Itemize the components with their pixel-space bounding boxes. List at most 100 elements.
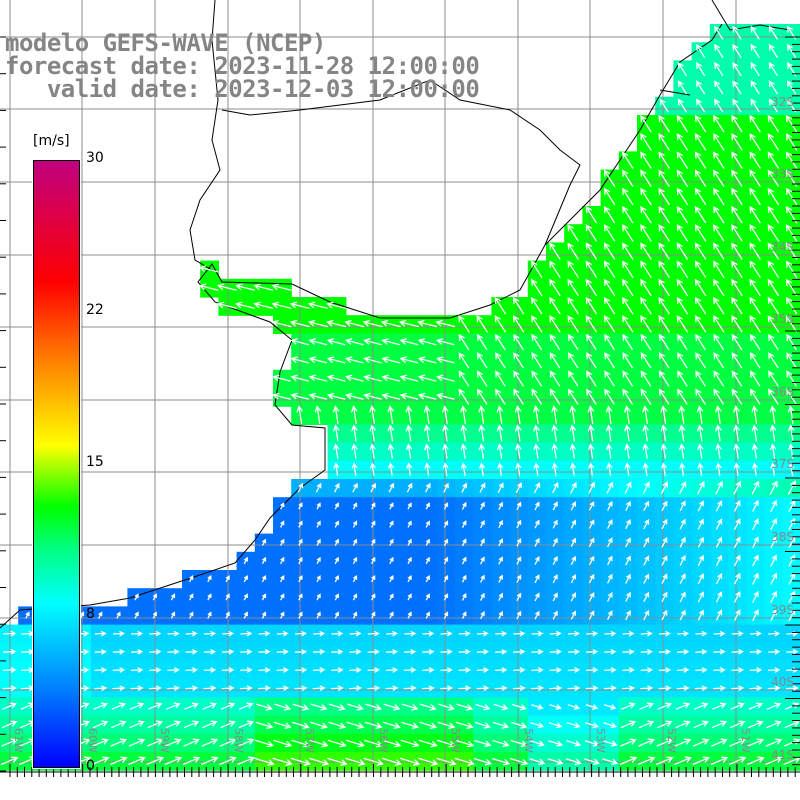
wind-arrow bbox=[423, 424, 431, 442]
wind-arrow bbox=[586, 370, 597, 387]
wind-arrow bbox=[436, 338, 455, 346]
wind-arrow bbox=[588, 592, 595, 602]
wind-arrow bbox=[458, 649, 471, 655]
wind-arrow bbox=[770, 517, 777, 531]
wind-arrow bbox=[349, 649, 362, 655]
wind-arrow bbox=[221, 685, 235, 692]
wind-arrow bbox=[533, 462, 540, 477]
wind-arrow bbox=[334, 538, 339, 546]
wind-arrow bbox=[768, 80, 779, 95]
wind-arrow bbox=[715, 443, 722, 459]
wind-arrow bbox=[235, 283, 256, 291]
wind-arrow bbox=[784, 702, 800, 710]
wind-arrow bbox=[207, 575, 212, 583]
wind-arrow bbox=[658, 630, 671, 637]
wind-arrow bbox=[185, 649, 198, 655]
wind-arrow bbox=[93, 702, 108, 710]
wind-arrow bbox=[243, 593, 248, 601]
wind-arrow bbox=[381, 356, 400, 364]
wind-arrow bbox=[694, 205, 707, 224]
wind-arrow bbox=[219, 756, 237, 766]
latitude-label: 33S bbox=[771, 167, 794, 181]
wind-arrow bbox=[603, 169, 616, 188]
wind-arrow bbox=[461, 538, 467, 547]
wind-arrow bbox=[334, 575, 339, 583]
wind-arrow bbox=[476, 315, 488, 333]
wind-arrow bbox=[495, 370, 506, 387]
wind-arrow bbox=[749, 151, 761, 169]
wind-arrow bbox=[752, 518, 759, 530]
wind-arrow bbox=[271, 283, 292, 291]
wind-arrow bbox=[149, 630, 162, 637]
wind-arrow bbox=[767, 151, 780, 169]
wind-arrow bbox=[425, 482, 431, 493]
wind-arrow bbox=[640, 388, 652, 405]
wind-arrow bbox=[603, 315, 616, 333]
wind-arrow bbox=[643, 555, 650, 566]
wind-arrow bbox=[401, 721, 419, 730]
wind-arrow bbox=[552, 537, 558, 547]
wind-arrow bbox=[769, 480, 778, 495]
wind-arrow bbox=[327, 757, 348, 766]
wind-arrow bbox=[498, 519, 503, 529]
wind-arrow bbox=[276, 685, 290, 692]
wind-arrow bbox=[622, 296, 634, 315]
wind-arrow bbox=[238, 702, 254, 710]
wind-arrow bbox=[677, 62, 688, 77]
wind-arrow bbox=[149, 649, 162, 655]
wind-arrow bbox=[770, 536, 777, 549]
wind-arrow bbox=[294, 667, 308, 673]
wind-arrow bbox=[567, 278, 579, 297]
wind-arrow bbox=[363, 757, 384, 766]
wind-arrow bbox=[261, 538, 267, 546]
wind-arrow bbox=[585, 315, 598, 333]
wind-arrow bbox=[606, 462, 613, 477]
wind-arrow bbox=[697, 480, 705, 495]
wind-arrow bbox=[640, 685, 654, 692]
wind-arrow bbox=[289, 301, 310, 310]
wind-arrow bbox=[677, 333, 688, 351]
wind-arrow bbox=[290, 338, 309, 346]
wind-arrow bbox=[292, 703, 310, 711]
wind-arrow bbox=[625, 573, 631, 584]
wind-arrow bbox=[642, 405, 649, 425]
wind-arrow bbox=[728, 756, 747, 766]
wind-arrow bbox=[638, 738, 655, 747]
wind-arrow bbox=[749, 242, 761, 260]
wind-arrow bbox=[473, 757, 492, 766]
wind-arrow bbox=[768, 630, 781, 637]
wind-arrow bbox=[131, 649, 144, 655]
wind-arrow bbox=[399, 338, 419, 346]
wind-arrow bbox=[587, 424, 595, 442]
wind-arrow bbox=[399, 757, 421, 766]
wind-arrow bbox=[294, 649, 308, 655]
wind-arrow bbox=[657, 702, 673, 710]
wind-arrow bbox=[308, 392, 328, 400]
wind-arrow bbox=[351, 424, 358, 442]
wind-arrow bbox=[643, 573, 650, 584]
wind-arrow bbox=[419, 703, 437, 711]
wind-arrow bbox=[332, 424, 340, 442]
coastline bbox=[0, 0, 791, 629]
wind-arrow bbox=[679, 554, 686, 566]
wind-arrow bbox=[569, 443, 577, 459]
wind-arrow bbox=[588, 481, 595, 494]
wind-arrow bbox=[494, 667, 508, 673]
wind-arrow bbox=[785, 260, 798, 279]
wind-arrow bbox=[440, 685, 453, 692]
wind-arrow bbox=[425, 556, 430, 565]
wind-arrow bbox=[437, 721, 456, 730]
wind-arrow bbox=[513, 649, 526, 655]
wind-arrow bbox=[770, 499, 777, 512]
wind-arrow bbox=[715, 480, 723, 495]
wind-arrow bbox=[479, 482, 486, 493]
wind-arrow bbox=[658, 133, 670, 151]
wind-arrow bbox=[749, 296, 761, 315]
wind-arrow bbox=[751, 480, 760, 495]
wind-arrow bbox=[622, 388, 634, 405]
wind-arrow bbox=[769, 424, 777, 442]
longitude-label: 57W bbox=[303, 728, 316, 753]
wind-arrow bbox=[588, 537, 595, 548]
wind-arrow bbox=[422, 667, 435, 673]
wind-arrow bbox=[298, 593, 303, 601]
